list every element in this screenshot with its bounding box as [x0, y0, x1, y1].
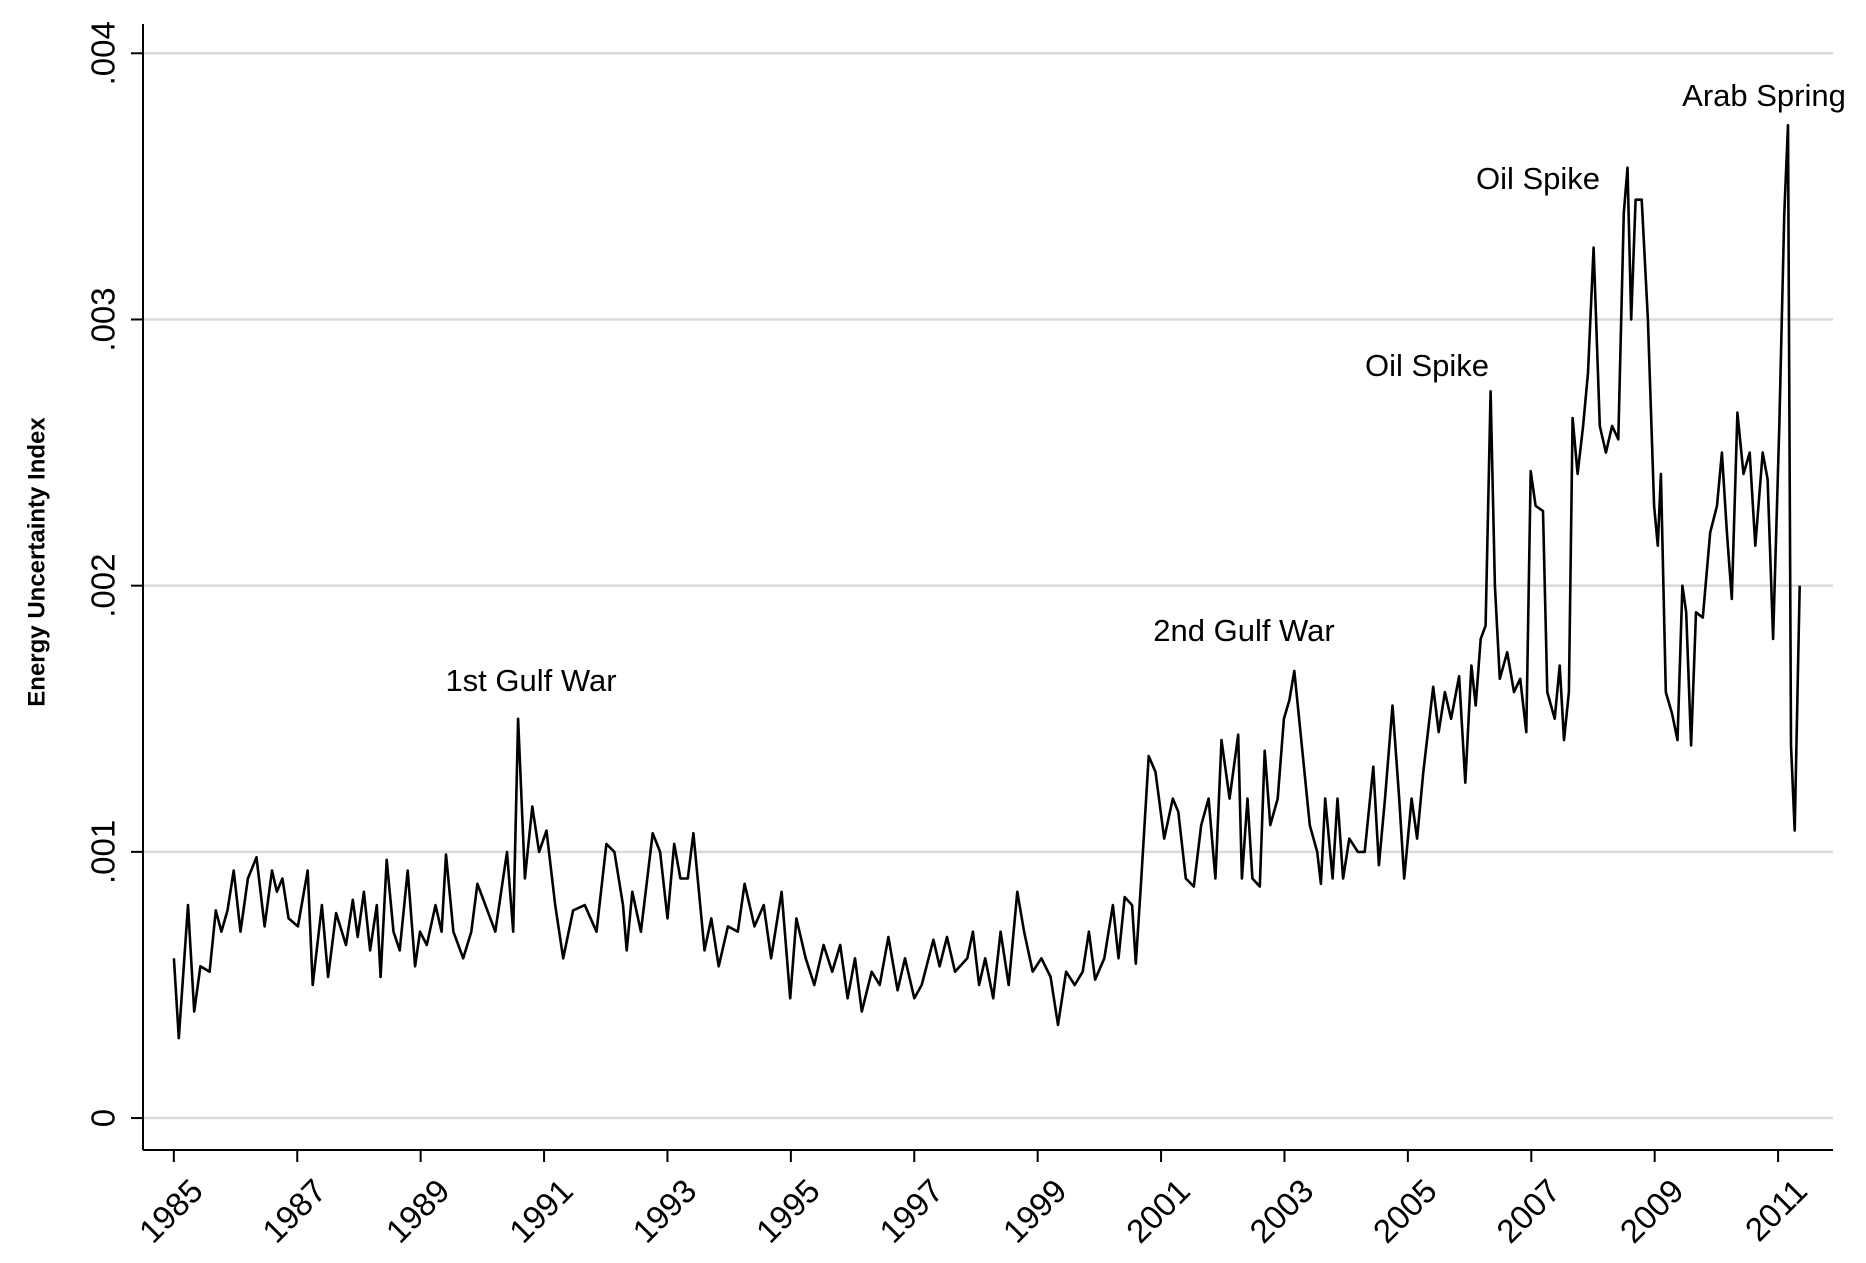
x-tick-label: 2005	[1366, 1172, 1444, 1250]
line-series	[172, 123, 1801, 1040]
annotation: 2nd Gulf War	[1153, 613, 1334, 648]
x-tick-label: 1997	[872, 1172, 950, 1250]
x-tick-label: 1999	[996, 1172, 1074, 1250]
y-tick-label: .004	[85, 21, 122, 85]
x-tick-label: 1989	[378, 1172, 456, 1250]
y-tick-label: .002	[85, 554, 122, 618]
x-tick-label: 1995	[749, 1172, 827, 1250]
y-tick-label: 0	[85, 1109, 122, 1127]
annotation: Oil Spike	[1476, 161, 1600, 196]
annotation: Oil Spike	[1365, 348, 1489, 383]
x-tick-label: 2001	[1119, 1172, 1197, 1250]
x-tick-label: 2011	[1738, 1172, 1814, 1248]
x-tick-label: 1991	[502, 1172, 580, 1250]
x-tick-label: 2007	[1489, 1172, 1567, 1250]
x-tick-label: 1985	[132, 1172, 210, 1250]
y-tick-label: .001	[85, 820, 122, 884]
x-tick-label: 2003	[1242, 1172, 1320, 1250]
x-tick-label: 1987	[255, 1172, 333, 1250]
annotation: Arab Spring	[1682, 78, 1846, 113]
x-tick-label: 1993	[625, 1172, 703, 1250]
annotation: 1st Gulf War	[445, 663, 616, 698]
y-tick-label: .003	[85, 287, 122, 351]
y-axis-title: Energy Uncertainty Index	[23, 417, 50, 707]
x-tick-label: 2009	[1613, 1172, 1691, 1250]
